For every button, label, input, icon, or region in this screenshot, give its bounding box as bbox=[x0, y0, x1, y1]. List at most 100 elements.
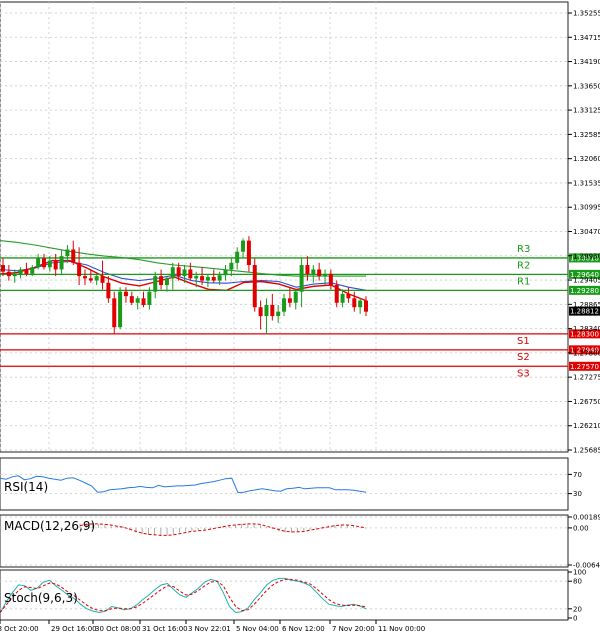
macd-panel-frame bbox=[0, 514, 569, 568]
level-label-r3: R3 bbox=[517, 244, 530, 255]
candle-body bbox=[18, 269, 23, 274]
candle-body bbox=[358, 300, 363, 308]
candle-body bbox=[346, 293, 351, 299]
candle-body bbox=[282, 298, 287, 312]
rsi-grid bbox=[0, 473, 568, 495]
candle bbox=[18, 267, 23, 279]
level-label-s3: S3 bbox=[517, 368, 530, 379]
candle-body bbox=[129, 296, 134, 303]
candle-body bbox=[270, 304, 275, 317]
candle bbox=[200, 267, 205, 286]
level-price-box bbox=[569, 329, 600, 339]
candle-body bbox=[229, 262, 234, 270]
candle bbox=[94, 273, 99, 286]
candle bbox=[123, 287, 128, 303]
candle bbox=[141, 291, 146, 308]
candle bbox=[194, 271, 199, 288]
level-price-label: 1.27940 bbox=[570, 346, 599, 354]
price-grid bbox=[0, 2, 568, 452]
rsi-panel: RSI(14) 70 30 bbox=[0, 457, 582, 511]
candle bbox=[328, 269, 333, 290]
candle-body bbox=[77, 262, 82, 277]
macd-axis: 0.001891 0.00 -0.006429 bbox=[568, 514, 600, 570]
candle bbox=[364, 296, 368, 317]
macd-signal-line bbox=[79, 523, 367, 536]
candle-body bbox=[235, 251, 240, 263]
candlesticks bbox=[1, 236, 368, 334]
candle bbox=[36, 253, 41, 270]
candle bbox=[159, 269, 164, 290]
current-price-label: 1.28812 bbox=[570, 308, 599, 316]
price-panel: R3 1.30010 R2 1.29640 R1 1.29280 S1 1.28300 S2 1.… bbox=[0, 1, 600, 455]
stoch-tick-label: 0 bbox=[573, 615, 577, 623]
candle-body bbox=[36, 258, 41, 268]
stoch-d-line bbox=[0, 578, 367, 613]
candle bbox=[334, 280, 339, 308]
candle bbox=[205, 273, 210, 288]
level-label-s2: S2 bbox=[517, 352, 530, 363]
candle-body bbox=[258, 307, 263, 317]
price-tick-label: 1.26750 bbox=[573, 398, 600, 406]
candle-body bbox=[364, 300, 368, 312]
candle bbox=[287, 287, 292, 308]
candle-body bbox=[94, 276, 99, 281]
price-tick-label: 1.26210 bbox=[573, 422, 600, 430]
rsi-label: RSI(14) bbox=[4, 480, 48, 494]
rsi-axis: 70 30 bbox=[568, 471, 582, 498]
rsi-tick-label: 70 bbox=[573, 471, 582, 479]
candle-body bbox=[205, 277, 210, 281]
price-tick-label: 1.27800 bbox=[573, 349, 600, 357]
candle-body bbox=[328, 273, 333, 286]
time-tick-label: 31 Oct 16:00 bbox=[142, 625, 188, 633]
level-price-label: 1.29280 bbox=[570, 287, 599, 295]
candle-body bbox=[323, 273, 328, 277]
candle bbox=[299, 258, 304, 308]
candle bbox=[82, 269, 87, 286]
time-tick-label: 6 Nov 12:00 bbox=[282, 625, 325, 633]
candle-body bbox=[135, 298, 140, 303]
candle bbox=[346, 287, 351, 303]
candle bbox=[1, 258, 5, 277]
candle-body bbox=[59, 256, 64, 270]
level-label-r2: R2 bbox=[517, 260, 530, 271]
candle bbox=[264, 298, 269, 334]
macd-tick-label: 0.001891 bbox=[573, 514, 600, 522]
candle bbox=[41, 253, 46, 270]
candle-body bbox=[223, 269, 228, 276]
current-price-box bbox=[569, 306, 600, 316]
candle-body bbox=[6, 271, 11, 277]
candle-body bbox=[100, 276, 105, 283]
candle bbox=[47, 256, 52, 272]
price-tick-label: 1.28340 bbox=[573, 325, 600, 333]
candle-body bbox=[340, 293, 345, 303]
candle bbox=[188, 262, 193, 281]
price-tick-label: 1.31535 bbox=[573, 179, 600, 187]
candle-body bbox=[153, 276, 158, 292]
candle bbox=[77, 247, 82, 286]
candle bbox=[258, 300, 263, 330]
candle bbox=[71, 240, 76, 266]
candle bbox=[229, 258, 234, 277]
price-tick-label: 1.34190 bbox=[573, 58, 600, 66]
price-tick-label: 1.33650 bbox=[573, 82, 600, 90]
price-tick-label: 1.29405 bbox=[573, 277, 600, 285]
candle bbox=[252, 258, 257, 312]
candle bbox=[270, 293, 275, 321]
level-price-label: 1.30010 bbox=[570, 254, 599, 262]
candle-body bbox=[246, 240, 251, 266]
candle bbox=[340, 289, 345, 308]
candle bbox=[282, 293, 287, 317]
candle-body bbox=[293, 291, 298, 303]
level-price-box bbox=[569, 269, 600, 279]
candle bbox=[217, 271, 222, 286]
candle-body bbox=[194, 276, 199, 279]
candle bbox=[135, 296, 140, 310]
macd-tick-label: 0.00 bbox=[573, 524, 589, 532]
price-tick-label: 1.30470 bbox=[573, 228, 600, 236]
candle-body bbox=[41, 258, 46, 268]
candle-body bbox=[352, 298, 357, 308]
